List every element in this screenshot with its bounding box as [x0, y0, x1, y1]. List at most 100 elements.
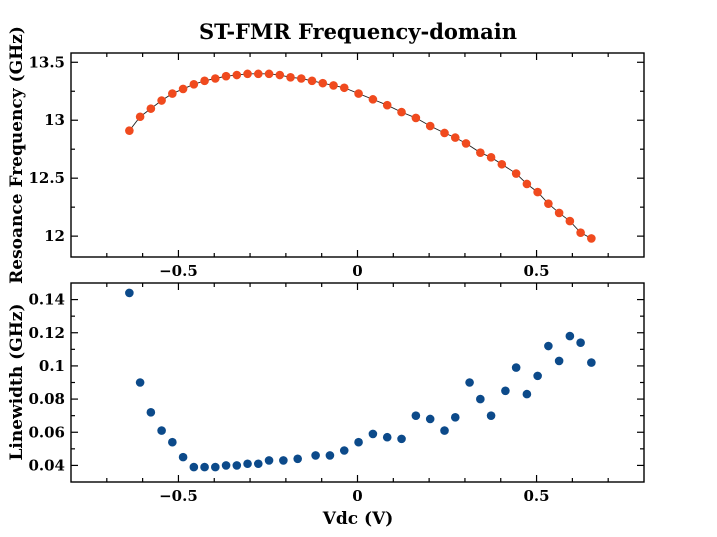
linewidth-y-tick-label: 0.1 — [39, 357, 65, 375]
linewidth-axes-frame — [70, 282, 645, 483]
frequency-y-tick-label: 13.5 — [28, 53, 65, 71]
frequency-data-point — [189, 80, 199, 89]
frequency-data-point — [554, 208, 564, 218]
frequency-y-tick-label: 12.5 — [28, 169, 65, 187]
frequency-data-point — [146, 104, 156, 113]
linewidth-data-point — [168, 437, 177, 447]
linewidth-data-point — [253, 459, 263, 469]
frequency-data-point — [168, 89, 177, 98]
linewidth-y-tick-label: 0.06 — [28, 423, 65, 441]
frequency-data-point — [533, 187, 542, 197]
linewidth-data-point — [146, 408, 156, 417]
frequency-data-point — [157, 96, 166, 105]
linewidth-data-point — [200, 462, 209, 472]
frequency-data-point — [211, 74, 220, 83]
linewidth-data-point — [382, 432, 392, 442]
frequency-x-tick-label: −0.5 — [159, 262, 198, 280]
frequency-data-point — [307, 76, 317, 86]
frequency-data-point — [329, 81, 338, 90]
frequency-data-point — [476, 148, 485, 157]
frequency-data-point — [253, 69, 263, 79]
linewidth-data-point — [397, 434, 406, 444]
linewidth-data-point — [565, 331, 575, 341]
linewidth-data-point — [221, 461, 231, 470]
frequency-data-point — [397, 107, 406, 117]
linewidth-data-point — [189, 462, 199, 472]
linewidth-data-point — [450, 413, 460, 422]
linewidth-data-point — [178, 452, 188, 462]
linewidth-data-point — [311, 451, 320, 460]
frequency-data-point — [339, 83, 349, 93]
frequency-data-point — [221, 71, 231, 81]
frequency-data-point — [522, 179, 532, 189]
frequency-x-tick-label: 0 — [352, 262, 362, 280]
frequency-data-point — [318, 78, 328, 88]
linewidth-data-point — [522, 389, 532, 399]
frequency-data-point — [587, 234, 596, 243]
linewidth-y-tick-label: 0.08 — [28, 390, 65, 408]
frequency-data-point — [450, 133, 460, 142]
linewidth-data-point — [325, 451, 335, 460]
frequency-data-point — [178, 84, 188, 94]
frequency-data-point — [296, 74, 306, 83]
frequency-panel: −0.5 0 0.5 12 12.5 13 13.5 Resoance Frequency … — [7, 26, 645, 284]
linewidth-data-point — [501, 386, 510, 396]
frequency-y-tick-label: 13 — [44, 111, 65, 129]
linewidth-data-point — [440, 426, 449, 435]
linewidth-y-tick-label: 0.14 — [28, 291, 65, 309]
linewidth-data-point — [293, 454, 302, 464]
frequency-data-point — [565, 216, 575, 226]
linewidth-data-point — [368, 429, 378, 439]
frequency-data-point — [576, 228, 585, 237]
linewidth-data-point — [587, 358, 596, 367]
frequency-data-point — [243, 69, 252, 79]
linewidth-data-point — [544, 341, 553, 351]
linewidth-data-point — [576, 338, 585, 348]
linewidth-y-tick-label: 0.04 — [28, 456, 65, 474]
frequency-marks — [125, 69, 596, 243]
linewidth-data-point — [465, 378, 474, 387]
linewidth-data-point — [243, 459, 252, 469]
linewidth-y-tick-label: 0.12 — [28, 324, 65, 342]
frequency-data-point — [135, 112, 145, 122]
frequency-data-point — [461, 139, 471, 148]
frequency-data-point — [200, 76, 209, 86]
frequency-y-axis-label: Resoance Frequency (GHz) — [7, 26, 27, 284]
chart-title: ST-FMR Frequency-domain — [199, 19, 517, 44]
linewidth-data-point — [533, 371, 542, 381]
linewidth-data-point — [476, 394, 485, 404]
frequency-axes-frame — [70, 52, 645, 258]
frequency-data-point — [286, 73, 295, 82]
linewidth-x-tick-label: 0 — [352, 487, 362, 505]
x-axis-label: Vdc (V) — [322, 509, 394, 529]
linewidth-data-point — [125, 288, 134, 298]
linewidth-ticks: −0.5 0 0.5 0.04 0.06 0.08 0.1 0.12 0.14 — [28, 283, 644, 505]
frequency-data-point — [497, 159, 507, 169]
linewidth-data-point — [135, 378, 145, 387]
frequency-data-point — [486, 153, 496, 162]
linewidth-data-point — [211, 462, 220, 472]
frequency-data-point — [368, 95, 378, 104]
frequency-data-point — [425, 121, 435, 131]
frequency-data-point — [354, 89, 363, 98]
frequency-data-point — [125, 126, 134, 135]
frequency-data-point — [544, 199, 553, 208]
frequency-data-point — [275, 70, 285, 80]
linewidth-data-point — [554, 356, 564, 366]
linewidth-data-point — [279, 456, 288, 465]
frequency-data-point — [511, 169, 521, 178]
linewidth-x-tick-label: −0.5 — [159, 487, 198, 505]
linewidth-data-point — [232, 461, 242, 470]
linewidth-x-tick-label: 0.5 — [524, 487, 550, 505]
linewidth-data-point — [511, 363, 521, 372]
linewidth-data-point — [486, 411, 496, 420]
linewidth-marks — [125, 288, 596, 472]
linewidth-data-point — [157, 426, 166, 435]
linewidth-y-axis-label: Linewidth (GHz) — [7, 303, 27, 460]
frequency-data-point — [382, 100, 392, 110]
frequency-fit-line — [129, 73, 592, 239]
frequency-data-point — [411, 113, 421, 123]
frequency-y-tick-label: 12 — [44, 227, 65, 245]
frequency-ticks: −0.5 0 0.5 12 12.5 13 13.5 — [28, 53, 644, 280]
